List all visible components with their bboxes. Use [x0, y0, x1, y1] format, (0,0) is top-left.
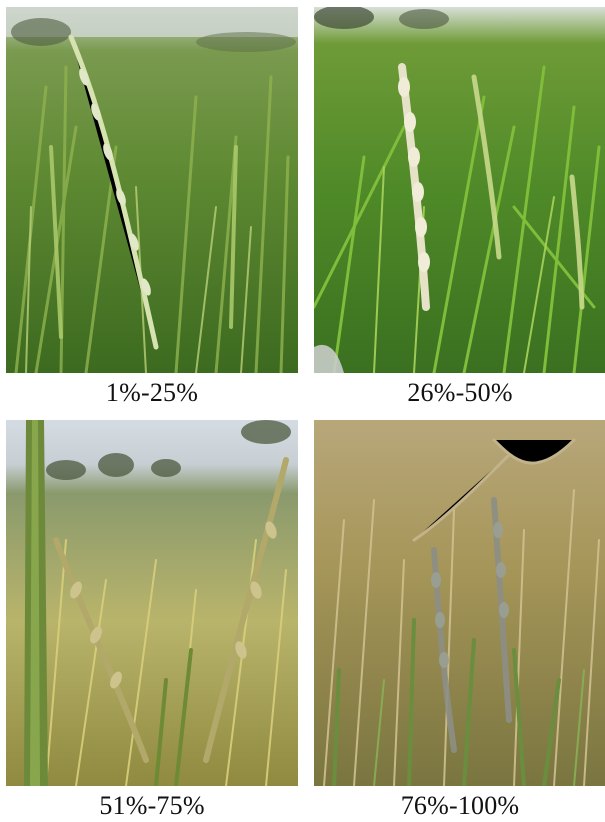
severity-caption: 26%-50% [407, 378, 513, 407]
panel-26-50: 26%-50% [314, 7, 605, 409]
panel-1-25: 1%-25% [6, 7, 298, 409]
panel-76-100: 76%-100% [314, 420, 605, 822]
severity-caption: 1%-25% [105, 378, 199, 407]
severity-caption: 76%-100% [400, 791, 520, 820]
rice-field-photo-severe [314, 420, 605, 786]
rice-field-photo-yellowing [6, 420, 298, 786]
rice-field-photo-partial-white [314, 7, 605, 373]
panel-51-75: 51%-75% [6, 420, 298, 822]
severity-caption: 51%-75% [99, 791, 205, 820]
rice-field-photo-green [6, 7, 298, 373]
